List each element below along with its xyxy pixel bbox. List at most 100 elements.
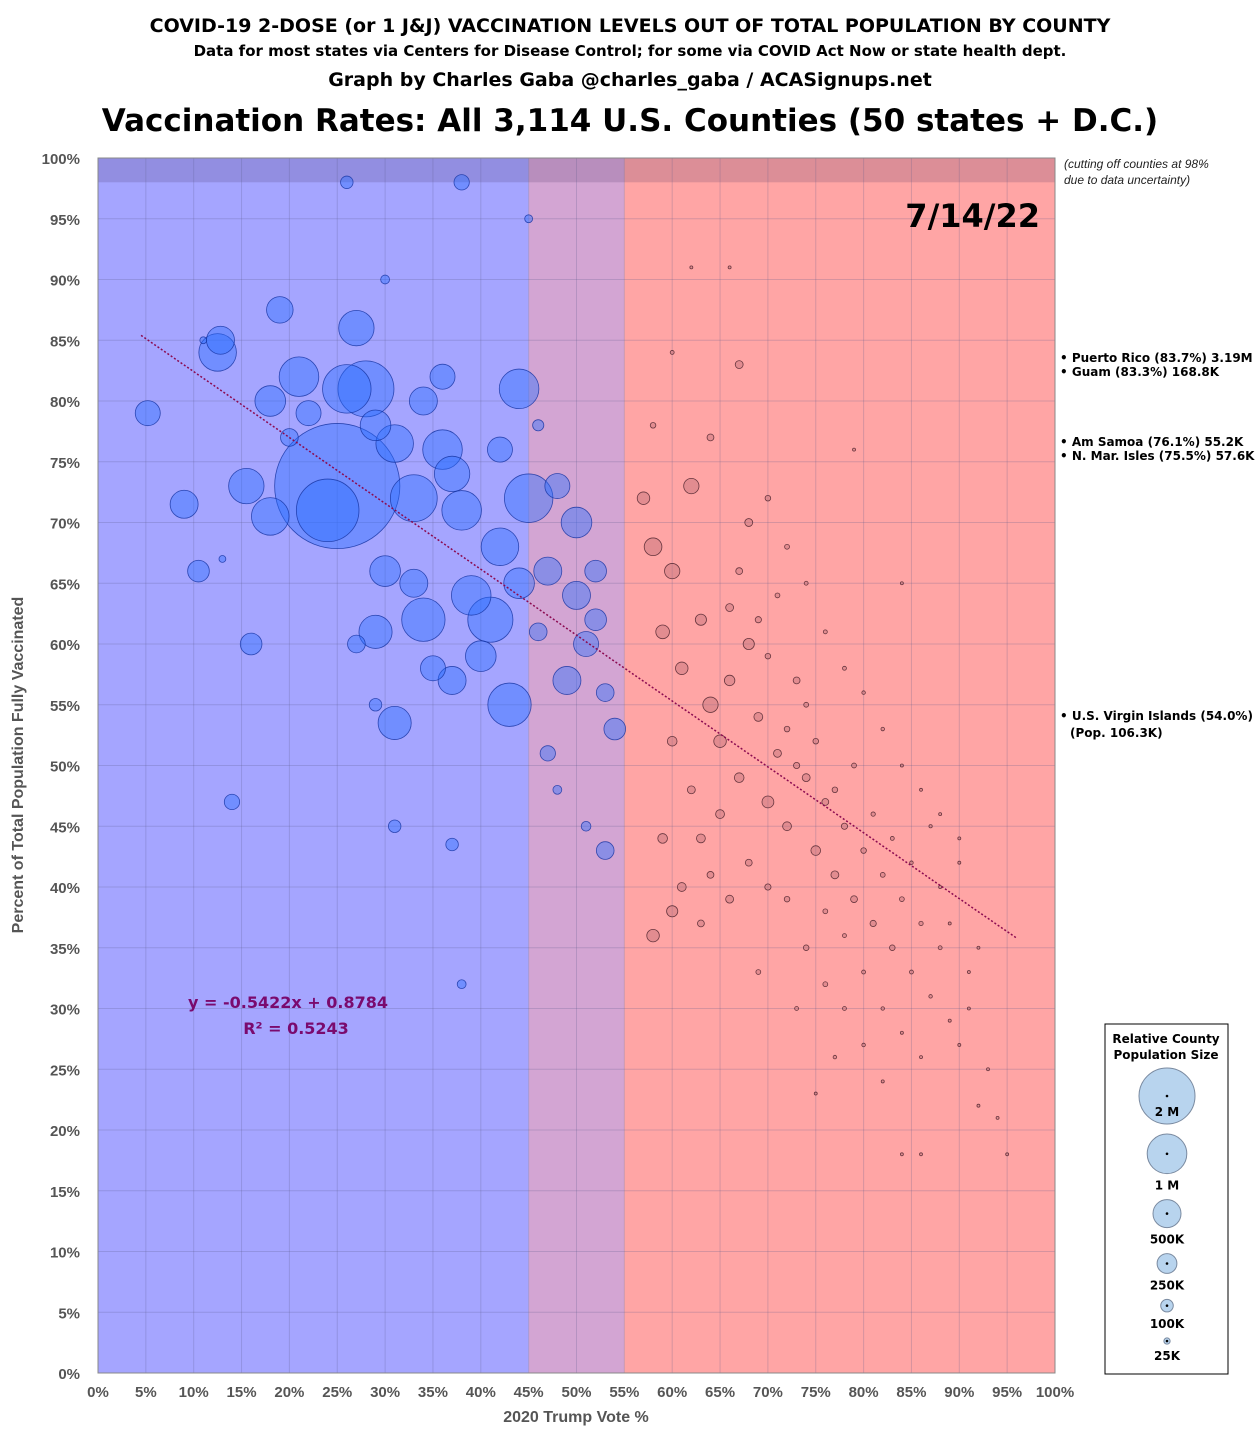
data-point [441,490,482,531]
y-tick-label: 80% [50,394,80,411]
data-point [254,385,286,417]
data-point [359,409,392,442]
data-point [295,400,322,427]
regression-line [140,334,1018,939]
y-tick-label: 85% [50,333,80,350]
data-point [909,969,914,975]
data-point [199,336,208,345]
data-point [986,1067,990,1072]
data-point [742,638,755,651]
data-point [919,1152,923,1157]
data-point [812,738,819,745]
x-tick-label: 20% [274,1384,304,1401]
x-tick-label: 60% [657,1384,687,1401]
data-point [784,543,790,550]
data-point [503,567,535,599]
data-point [764,883,772,891]
data-point [727,265,732,270]
data-point [465,640,497,672]
data-point [643,537,663,557]
region-purple [528,158,625,1373]
data-point [774,592,781,599]
data-point [603,717,627,741]
x-tick-label: 30% [370,1384,400,1401]
data-point [761,795,775,809]
x-tick-label: 70% [753,1384,783,1401]
x-tick-labels: 0% 5% 10% 15% 20% 25% 30% 35% 40% 45% 50% 55% 60% 65%… [87,1384,1074,1401]
legend-center-dot [1165,1212,1169,1215]
data-point [928,824,933,829]
data-point [655,624,670,640]
data-point [467,596,514,643]
data-point [706,433,715,442]
y-tick-label: 75% [50,455,80,472]
data-point [947,1018,952,1023]
y-tick-label: 90% [50,273,80,290]
data-point [453,174,470,191]
data-point [995,1115,1000,1120]
data-point [295,478,360,543]
data-point [852,447,856,452]
data-point [860,847,867,854]
data-point [725,894,734,904]
cutoff-note-2: due to data uncertainty) [1064,173,1190,187]
data-point [813,1091,818,1096]
data-point [595,841,615,860]
data-point [957,836,962,841]
x-axis-label: 2020 Trump Vote % [503,1409,649,1426]
x-tick-label: 45% [514,1384,544,1401]
size-legend: Relative County Population Size 2 M 1 M 50… [1104,1023,1229,1375]
data-point [533,556,563,586]
data-point [134,400,161,427]
data-point [842,1006,847,1011]
data-point [889,944,896,951]
data-point [793,761,801,770]
data-point [676,882,687,892]
y-tick-label: 95% [50,212,80,229]
data-point [498,368,540,410]
x-tick-label: 100% [1036,1384,1074,1401]
data-point [433,455,471,493]
data-point [206,325,235,355]
y-tick-label: 55% [50,698,80,715]
y-tick-label: 50% [50,759,80,776]
data-point [725,603,734,612]
x-tick-label: 15% [227,1384,257,1401]
legend-label: 25K [1154,1349,1181,1363]
vote-regions [98,158,1055,1373]
data-point [830,870,840,880]
data-point [1005,1152,1010,1157]
data-point [861,969,866,975]
regression-equation: y = -0.5422x + 0.8784 [188,993,388,1012]
data-point [764,495,772,502]
cutoff-band [98,158,1055,183]
data-point [702,696,719,713]
data-point [669,350,675,355]
territory-am-samoa: • Am Samoa (76.1%) 55.2K [1060,435,1244,449]
data-point [744,518,754,527]
data-point [783,895,791,903]
data-point [822,908,829,915]
data-point [870,811,876,817]
data-point [338,309,375,347]
y-tick-label: 25% [50,1062,80,1079]
region-blue [98,158,529,1373]
data-point [801,773,811,783]
data-point [861,690,866,695]
territory-virgin-islands: • U.S. Virgin Islands (54.0%) [1060,709,1253,723]
data-point [228,467,265,505]
data-point [899,763,904,768]
data-point [274,423,401,550]
data-point [675,661,689,675]
y-tick-label: 0% [58,1366,80,1383]
data-point [938,885,943,889]
data-point [966,1006,971,1011]
data-point [389,474,438,523]
data-point [380,274,390,285]
data-point [840,822,848,830]
data-point [218,555,227,563]
y-tick-label: 65% [50,576,80,593]
y-tick-label: 15% [50,1184,80,1201]
data-point [223,793,241,811]
